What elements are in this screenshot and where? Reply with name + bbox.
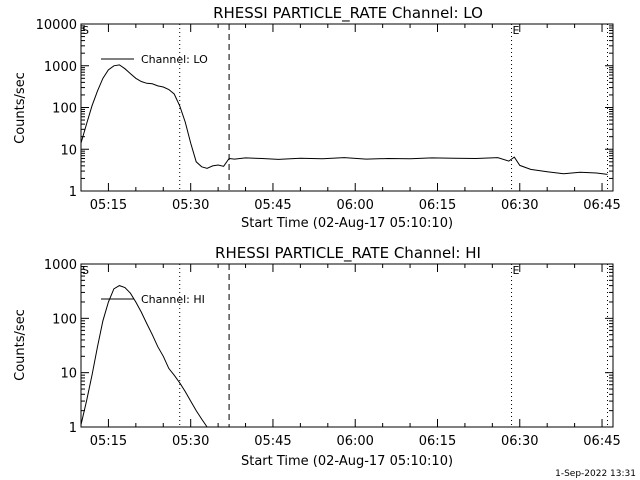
- y-tick-label: 100: [52, 102, 77, 117]
- series-layer: [80, 64, 608, 175]
- x-tick-label: 06:15: [419, 434, 456, 449]
- footer-timestamp: 1-Sep-2022 13:31: [555, 469, 636, 479]
- y-tick-label: 100: [52, 312, 77, 327]
- marker-label: S: [82, 264, 89, 277]
- axes: 1 10 100 1000 05:15 05:30 05:45 06:00 06:15 06:30…: [44, 258, 621, 449]
- x-axis-label: Start Time (02-Aug-17 05:10:10): [241, 454, 453, 469]
- legend: Channel: HI: [101, 293, 205, 306]
- marker-label: E: [513, 24, 520, 37]
- y-tick-label: 1: [69, 421, 77, 436]
- legend: Channel: LO: [101, 53, 208, 66]
- y-tick-label: 10: [60, 143, 77, 158]
- y-tick-label: 1: [69, 185, 77, 200]
- x-tick-label: 06:45: [583, 198, 620, 213]
- plot-frame: [80, 263, 614, 428]
- series-line: [80, 285, 208, 428]
- y-tick-label: 1000: [44, 258, 77, 273]
- chart-title: RHESSI PARTICLE_RATE Channel: LO: [213, 4, 483, 23]
- x-tick-label: 05:45: [254, 198, 291, 213]
- x-tick-label: 05:45: [254, 434, 291, 449]
- series-line: [80, 64, 608, 175]
- y-tick-label: 1000: [44, 60, 77, 75]
- y-tick-label: 10000: [36, 18, 77, 33]
- lo-channel-panel: RHESSI PARTICLE_RATE Channel: LO Counts/…: [13, 4, 621, 231]
- legend-label: Channel: LO: [141, 53, 208, 66]
- chart-title: RHESSI PARTICLE_RATE Channel: HI: [215, 244, 481, 263]
- x-tick-label: 06:30: [501, 198, 538, 213]
- x-tick-label: 06:00: [336, 434, 373, 449]
- axes: 1 10 100 1000 10000 05:15 05:30 05:45 06:00 06:15…: [36, 18, 621, 213]
- marker-label: S: [82, 24, 89, 37]
- x-tick-label: 05:15: [90, 434, 127, 449]
- x-tick-label: 05:30: [172, 434, 209, 449]
- y-axis-label: Counts/sec: [13, 309, 28, 381]
- y-axis-label: Counts/sec: [13, 72, 28, 144]
- x-tick-label: 06:45: [583, 434, 620, 449]
- x-tick-label: 06:15: [419, 198, 456, 213]
- legend-label: Channel: HI: [141, 293, 205, 306]
- series-layer: [80, 285, 208, 428]
- x-tick-label: 06:30: [501, 434, 538, 449]
- y-tick-label: 10: [60, 367, 77, 382]
- x-axis-label: Start Time (02-Aug-17 05:10:10): [241, 216, 453, 231]
- x-tick-label: 05:30: [172, 198, 209, 213]
- x-tick-label: 05:15: [90, 198, 127, 213]
- marker-label: E: [513, 264, 520, 277]
- x-tick-label: 06:00: [336, 198, 373, 213]
- hi-channel-panel: RHESSI PARTICLE_RATE Channel: HI Counts/…: [13, 244, 621, 469]
